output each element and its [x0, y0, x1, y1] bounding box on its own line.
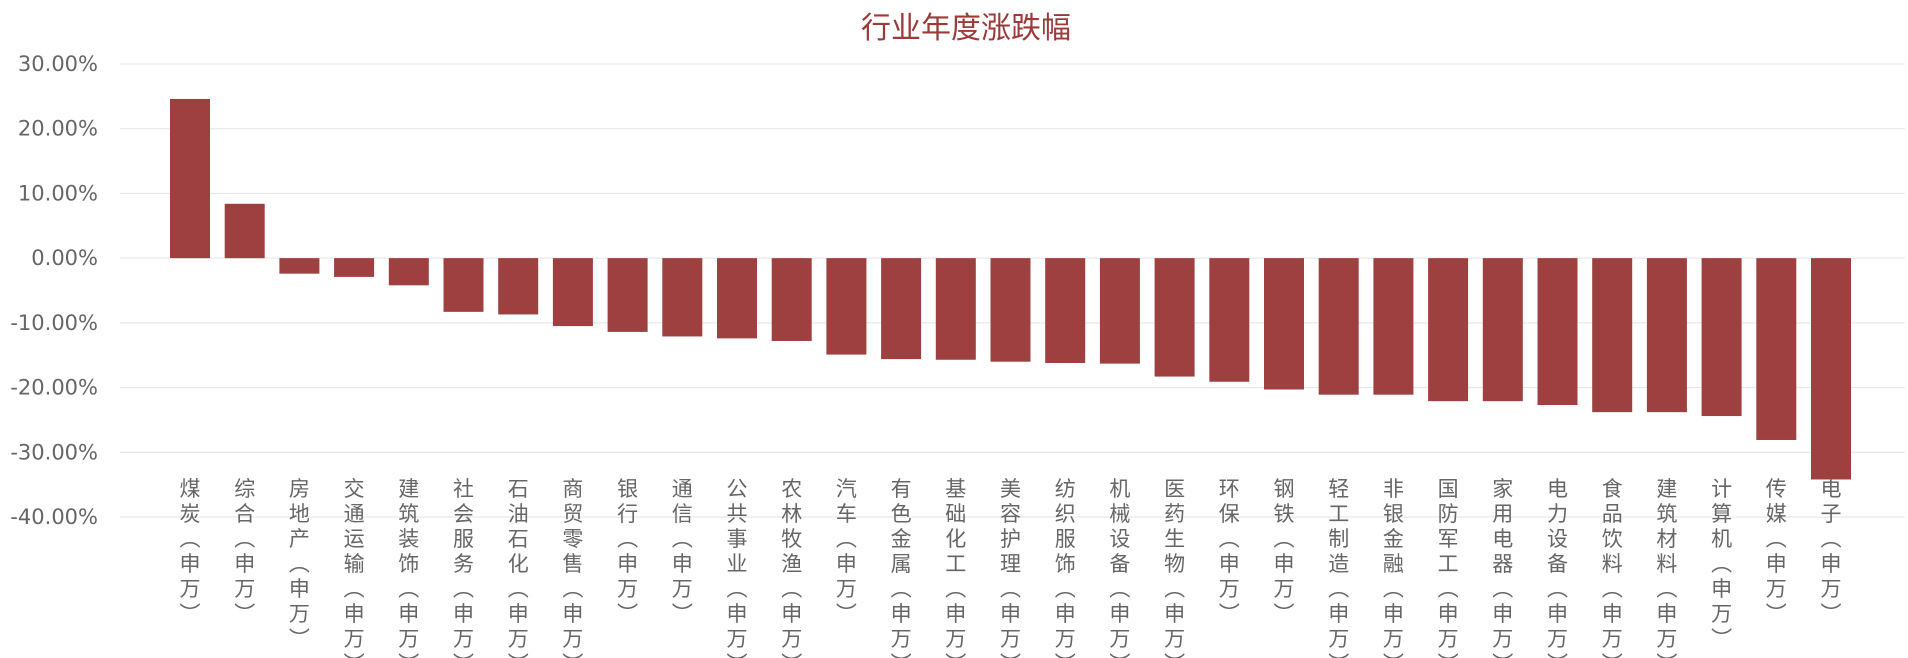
- bar: [1209, 258, 1250, 382]
- category-labels: 煤炭︵申万︶ 综合︵申万︶ 房地产︵申万︶ 交通运输︵申万︶ 建筑装饰︵申万︶ 社会服务︵…: [180, 477, 1842, 658]
- bars: [170, 98, 1851, 480]
- bar: [881, 258, 922, 360]
- x-tick-label: 电力设备︵申万︶: [1547, 477, 1568, 658]
- y-tick-label: 0.00%: [31, 246, 98, 270]
- bar: [224, 203, 265, 259]
- bar: [1428, 258, 1469, 402]
- x-tick-label: 食品饮料︵申万︶: [1602, 477, 1623, 658]
- bar: [1701, 258, 1742, 417]
- x-tick-label: 基础化工︵申万︶: [945, 477, 966, 658]
- x-tick-label: 汽车︵申万︶: [836, 477, 857, 626]
- x-tick-label: 有色金属︵申万︶: [891, 477, 912, 658]
- bar: [552, 258, 593, 327]
- x-tick-label: 银行︵申万︶: [617, 477, 638, 626]
- x-tick-label: 轻工制造︵申万︶: [1328, 477, 1349, 658]
- x-tick-label: 机械设备︵申万︶: [1109, 477, 1130, 658]
- x-tick-label: 建筑装饰︵申万︶: [398, 477, 419, 658]
- y-tick-label: -10.00%: [10, 311, 98, 335]
- y-axis-ticks: 30.00% 20.00% 10.00% 0.00% -10.00% -20.00% -30…: [10, 52, 98, 529]
- bar: [1482, 258, 1523, 402]
- x-tick-label: 非银金融︵申万︶: [1383, 477, 1404, 658]
- x-tick-label: 建筑材料︵申万︶: [1656, 477, 1677, 658]
- bar: [1756, 258, 1797, 440]
- x-tick-label: 商贸零售︵申万︶: [562, 477, 583, 658]
- x-tick-label: 房地产︵申万︶: [289, 477, 310, 651]
- x-tick-label: 环保︵申万︶: [1219, 477, 1240, 626]
- bar: [1264, 258, 1304, 390]
- bar: [1045, 258, 1086, 363]
- y-tick-label: 20.00%: [18, 117, 98, 141]
- bar: [662, 258, 703, 337]
- bar: [1646, 258, 1687, 413]
- y-tick-label: -40.00%: [10, 505, 98, 529]
- bar: [334, 258, 375, 277]
- x-tick-label: 钢铁︵申万︶: [1274, 477, 1295, 626]
- bar: [388, 258, 429, 286]
- y-tick-label: 30.00%: [18, 52, 98, 76]
- x-tick-label: 电子︵申万︶: [1821, 477, 1842, 626]
- x-tick-label: 农林牧渔︵申万︶: [781, 477, 802, 658]
- bar: [1154, 258, 1195, 377]
- bar: [1537, 258, 1578, 406]
- x-tick-label: 家用电器︵申万︶: [1492, 477, 1513, 658]
- bar: [607, 258, 648, 332]
- bar: [771, 258, 812, 341]
- x-tick-label: 医药生物︵申万︶: [1164, 477, 1185, 658]
- bar: [935, 258, 976, 360]
- y-tick-label: -20.00%: [10, 376, 98, 400]
- bar: [717, 258, 757, 339]
- x-tick-label: 公共事业︵申万︶: [727, 477, 748, 658]
- x-tick-label: 社会服务︵申万︶: [453, 477, 474, 658]
- bar: [498, 258, 539, 315]
- bar: [1373, 258, 1414, 395]
- bar: [170, 98, 210, 259]
- bar: [990, 258, 1031, 362]
- x-tick-label: 国防军工︵申万︶: [1438, 477, 1459, 658]
- bar: [1592, 258, 1633, 413]
- bar: [1318, 258, 1359, 395]
- y-tick-label: -30.00%: [10, 440, 98, 464]
- x-tick-label: 通信︵申万︶: [672, 477, 693, 626]
- x-tick-label: 纺织服饰︵申万︶: [1055, 477, 1076, 658]
- x-tick-label: 石油石化︵申万︶: [508, 477, 529, 658]
- bar: [443, 258, 484, 312]
- bar: [1099, 258, 1140, 364]
- x-tick-label: 传媒︵申万︶: [1766, 477, 1787, 626]
- x-tick-label: 计算机︵申万︶: [1711, 477, 1732, 651]
- y-tick-label: 10.00%: [18, 181, 98, 205]
- bar: [279, 258, 320, 274]
- bar: [1811, 258, 1851, 480]
- x-tick-label: 交通运输︵申万︶: [344, 477, 365, 658]
- x-tick-label: 煤炭︵申万︶: [180, 477, 201, 626]
- x-tick-label: 美容护理︵申万︶: [1000, 477, 1021, 658]
- x-tick-label: 综合︵申万︶: [234, 477, 255, 626]
- bar: [826, 258, 867, 355]
- chart-title: 行业年度涨跌幅: [861, 11, 1071, 46]
